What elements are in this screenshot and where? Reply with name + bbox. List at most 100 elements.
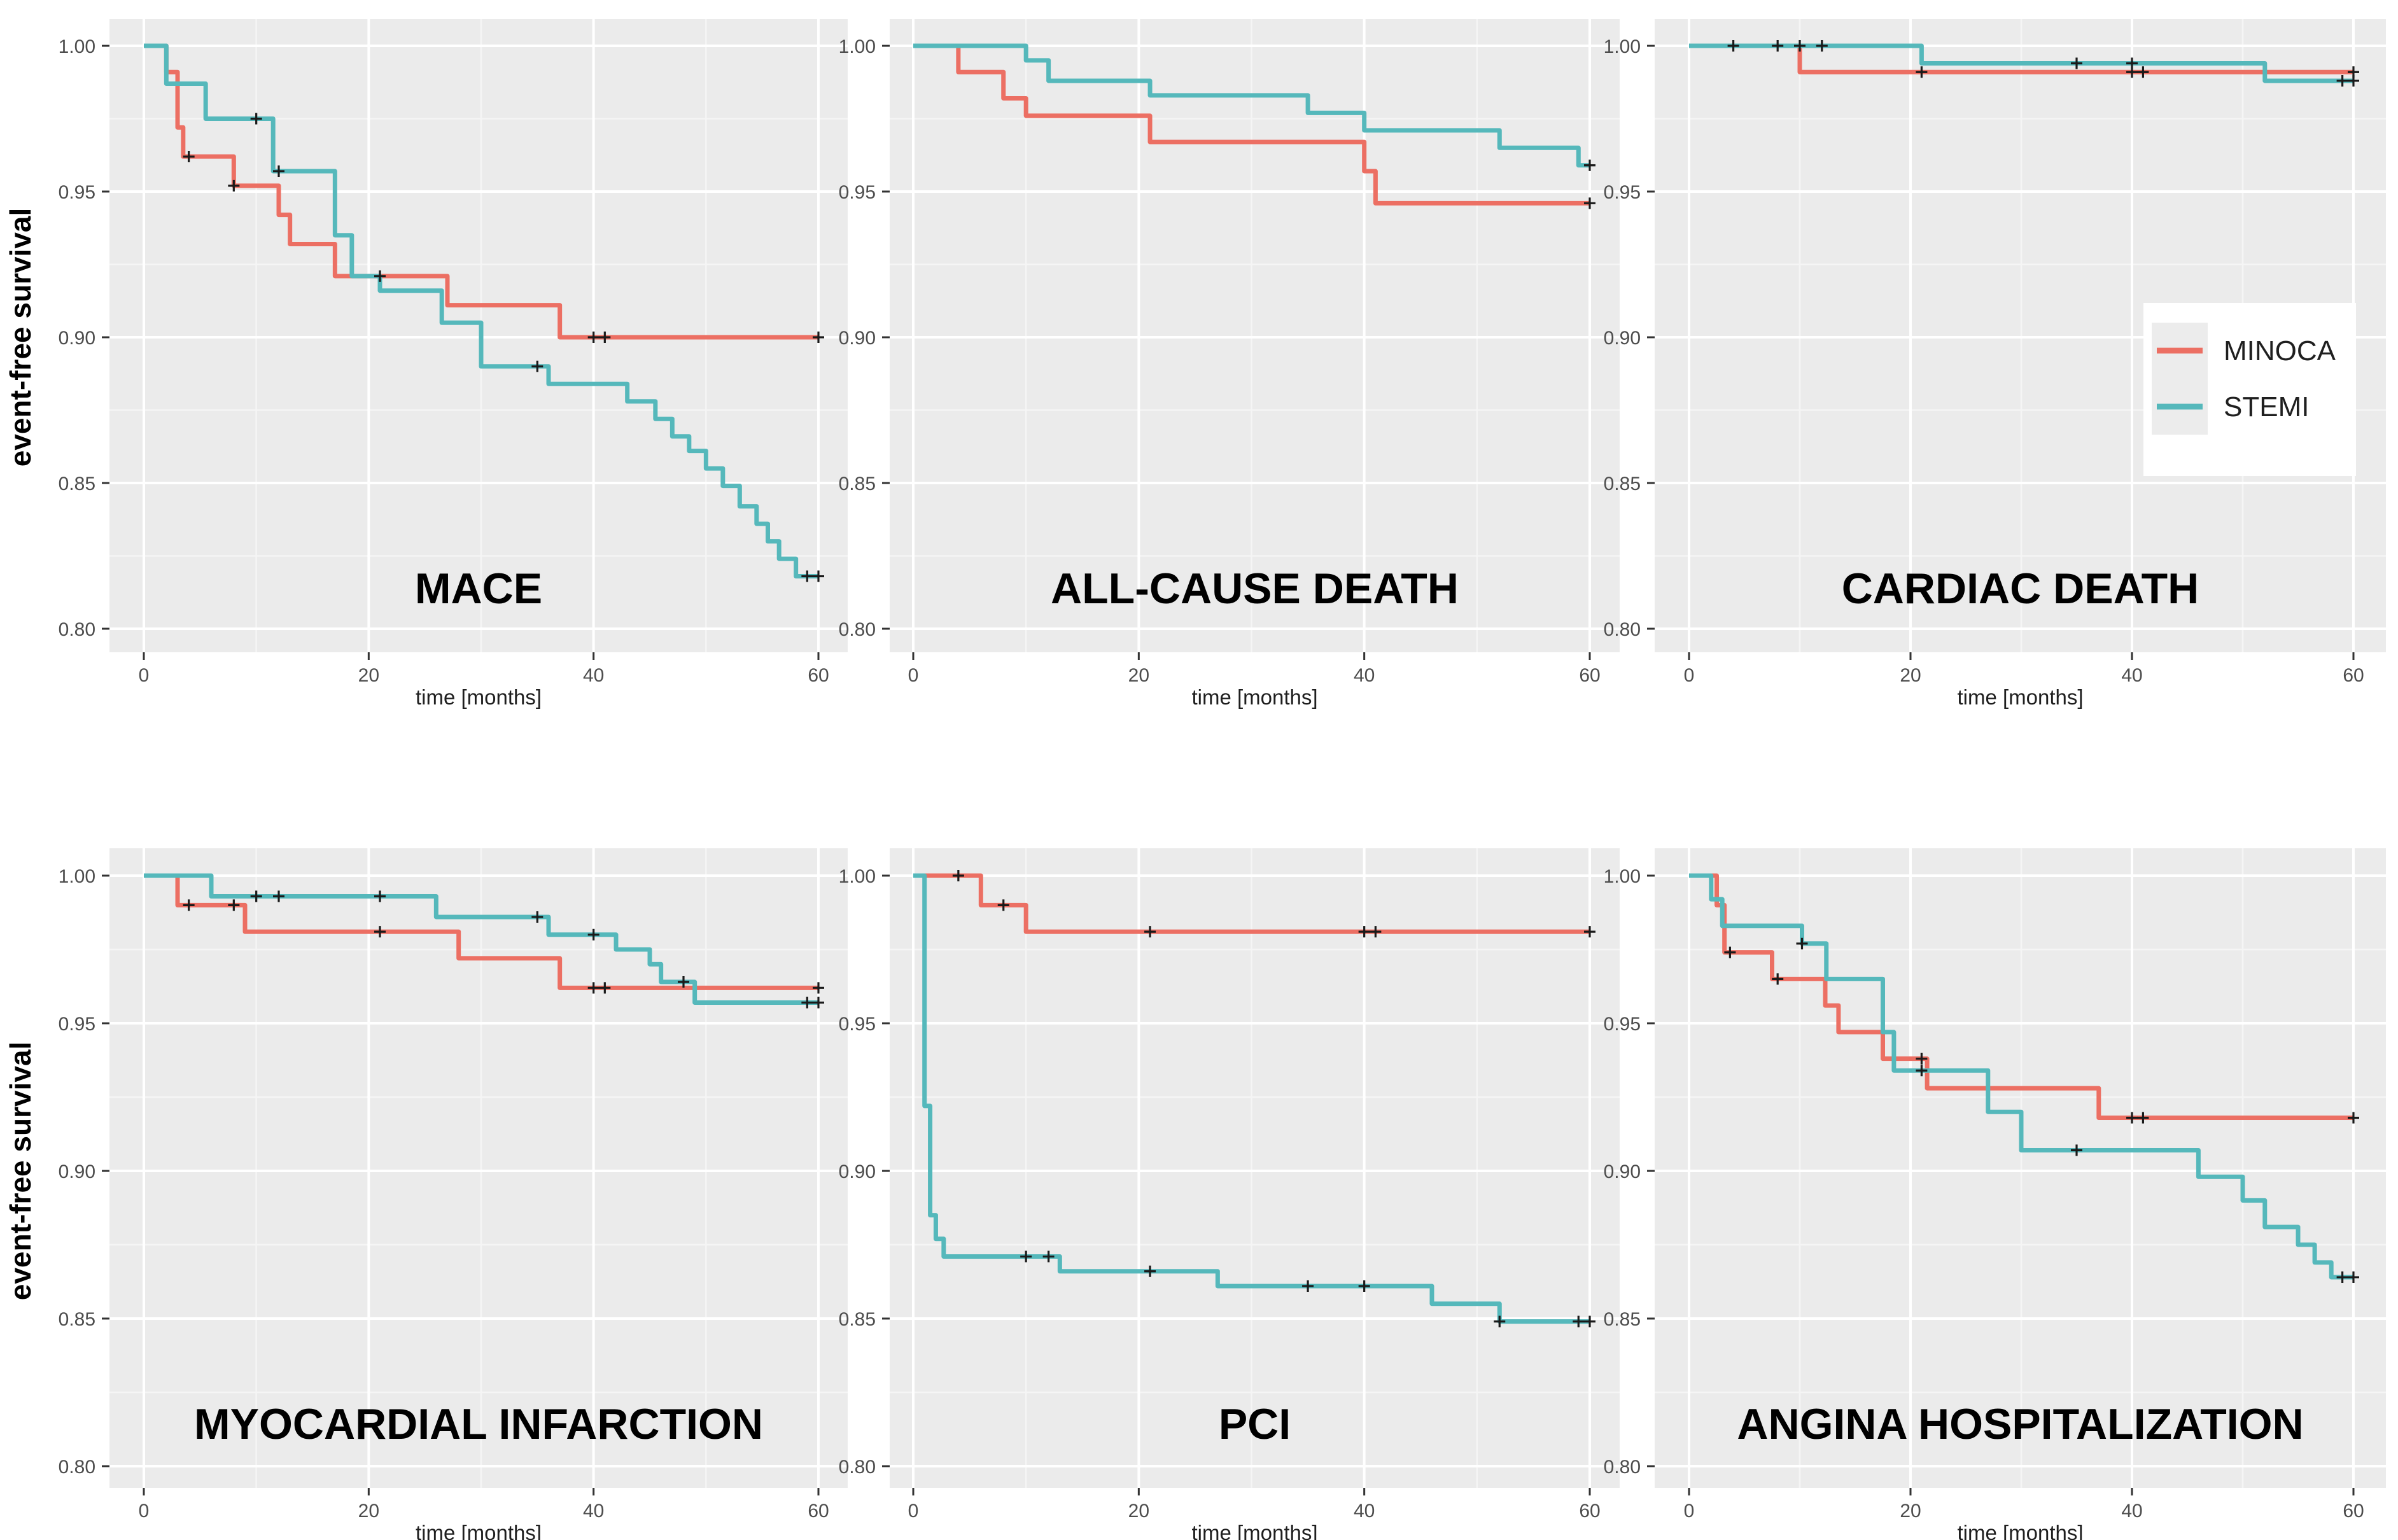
stemi-censor-marks bbox=[1584, 159, 1595, 171]
y-tick-label: 0.80 bbox=[1604, 1457, 1641, 1478]
panel-title: MYOCARDIAL INFARCTION bbox=[194, 1400, 763, 1448]
stemi-censor-marks bbox=[1796, 937, 2359, 1284]
x-axis-ticks: 0 20 40 60 bbox=[1684, 652, 2364, 686]
x-tick-label: 0 bbox=[908, 1501, 919, 1522]
y-tick-label: 0.85 bbox=[59, 1309, 95, 1330]
y-tick-label: 0.80 bbox=[1604, 619, 1641, 640]
y-tick-label: 0.95 bbox=[1604, 182, 1641, 203]
y-tick-label: 1.00 bbox=[59, 36, 95, 57]
minoca-censor-marks bbox=[952, 870, 1595, 938]
y-tick-label: 0.95 bbox=[1604, 1014, 1641, 1035]
plot-panel-background bbox=[890, 19, 1620, 652]
y-tick-label: 0.80 bbox=[59, 1457, 95, 1478]
plot-panel-background bbox=[890, 848, 1620, 1488]
stemi-survival-curve bbox=[913, 43, 1590, 168]
x-tick-label: 40 bbox=[583, 665, 604, 686]
x-axis-title: time [months] bbox=[416, 685, 542, 709]
x-axis-ticks: 0 20 40 60 bbox=[908, 652, 1601, 686]
x-tick-label: 20 bbox=[1128, 665, 1149, 686]
stemi-survival-curve bbox=[1689, 43, 2353, 83]
panel-mace: 1.00 0.95 0.90 0.85 0.80 0 20 40 60 time [months]… bbox=[4, 19, 848, 709]
x-tick-label: 60 bbox=[2343, 665, 2364, 686]
y-tick-label: 1.00 bbox=[1604, 36, 1641, 57]
x-axis-ticks: 0 20 40 60 bbox=[1684, 1488, 2364, 1522]
y-tick-label: 0.85 bbox=[839, 1309, 876, 1330]
minor-gridlines bbox=[109, 848, 848, 1488]
y-tick-label: 0.80 bbox=[839, 1457, 876, 1478]
stemi-censor-marks bbox=[1727, 40, 2359, 87]
y-tick-label: 0.85 bbox=[1604, 1309, 1641, 1330]
stemi-survival-curve bbox=[144, 43, 818, 579]
x-axis-ticks: 0 20 40 60 bbox=[139, 1488, 829, 1522]
y-axis-ticks: 1.00 0.95 0.90 0.85 0.80 bbox=[59, 866, 109, 1478]
stemi-censor-marks bbox=[250, 113, 824, 582]
x-tick-label: 20 bbox=[1128, 1501, 1149, 1522]
legend: MINOCA STEMI bbox=[2143, 303, 2356, 476]
y-tick-label: 1.00 bbox=[839, 36, 876, 57]
x-tick-label: 60 bbox=[2343, 1501, 2364, 1522]
x-tick-label: 60 bbox=[1579, 1501, 1600, 1522]
panel-all-cause-death: 1.00 0.95 0.90 0.85 0.80 0 20 40 60 time [months]… bbox=[839, 19, 1620, 709]
x-axis-title: time [months] bbox=[1957, 685, 2083, 709]
x-axis-ticks: 0 20 40 60 bbox=[139, 652, 829, 686]
y-tick-label: 0.85 bbox=[839, 473, 876, 494]
plot-panel-background bbox=[1655, 848, 2386, 1488]
x-axis-title: time [months] bbox=[416, 1521, 542, 1540]
x-tick-label: 20 bbox=[358, 665, 379, 686]
y-axis-ticks: 1.00 0.95 0.90 0.85 0.80 bbox=[1604, 866, 1655, 1478]
panel-pci: 1.00 0.95 0.90 0.85 0.80 0 20 40 60 time [months]… bbox=[839, 848, 1620, 1540]
minoca-survival-curve bbox=[144, 873, 818, 990]
y-tick-label: 0.85 bbox=[59, 473, 95, 494]
y-tick-label: 0.95 bbox=[59, 1014, 95, 1035]
y-tick-label: 0.90 bbox=[1604, 328, 1641, 349]
x-axis-ticks: 0 20 40 60 bbox=[908, 1488, 1601, 1522]
minor-gridlines bbox=[1655, 848, 2386, 1488]
panel-title: CARDIAC DEATH bbox=[1842, 564, 2199, 613]
y-tick-label: 0.95 bbox=[59, 182, 95, 203]
x-tick-label: 40 bbox=[1354, 665, 1375, 686]
x-tick-label: 40 bbox=[1354, 1501, 1375, 1522]
y-tick-label: 0.90 bbox=[839, 1161, 876, 1182]
x-tick-label: 20 bbox=[358, 1501, 379, 1522]
minoca-censor-marks bbox=[1584, 197, 1595, 209]
minoca-censor-marks bbox=[183, 899, 824, 994]
x-tick-label: 60 bbox=[1579, 665, 1600, 686]
stemi-survival-curve bbox=[913, 873, 1590, 1324]
major-gridlines bbox=[1655, 848, 2386, 1488]
plot-panel-background bbox=[109, 848, 848, 1488]
x-tick-label: 60 bbox=[808, 1501, 829, 1522]
x-tick-label: 40 bbox=[2121, 1501, 2142, 1522]
y-axis-ticks: 1.00 0.95 0.90 0.85 0.80 bbox=[1604, 36, 1655, 640]
minor-gridlines bbox=[890, 848, 1620, 1488]
y-tick-label: 0.80 bbox=[839, 619, 876, 640]
x-tick-label: 20 bbox=[1900, 1501, 1921, 1522]
x-axis-title: time [months] bbox=[1191, 685, 1317, 709]
panel-cardiac-death: 1.00 0.95 0.90 0.85 0.80 0 20 40 60 time [months]… bbox=[1604, 19, 2386, 709]
x-tick-label: 40 bbox=[583, 1501, 604, 1522]
legend-label-stemi: STEMI bbox=[2224, 391, 2309, 423]
x-tick-label: 0 bbox=[139, 665, 150, 686]
panel-angina-hospitalization: 1.00 0.95 0.90 0.85 0.80 0 20 40 60 time [months]… bbox=[1604, 848, 2386, 1540]
panel-title: PCI bbox=[1219, 1400, 1291, 1448]
panel-title: ALL-CAUSE DEATH bbox=[1051, 564, 1459, 613]
panel-myocardial-infarction: 1.00 0.95 0.90 0.85 0.80 0 20 40 60 time [months]… bbox=[4, 848, 848, 1540]
y-axis-title: event-free survival bbox=[4, 208, 37, 467]
legend-label-minoca: MINOCA bbox=[2224, 335, 2336, 367]
minor-gridlines bbox=[890, 19, 1620, 652]
minoca-censor-marks bbox=[183, 151, 824, 343]
x-axis-title: time [months] bbox=[1191, 1521, 1317, 1540]
y-tick-label: 0.80 bbox=[59, 619, 95, 640]
minoca-survival-curve bbox=[144, 43, 818, 340]
y-tick-label: 0.95 bbox=[839, 1014, 876, 1035]
y-tick-label: 1.00 bbox=[839, 866, 876, 887]
y-tick-label: 0.90 bbox=[1604, 1161, 1641, 1182]
x-tick-label: 0 bbox=[1684, 665, 1695, 686]
x-axis-title: time [months] bbox=[1957, 1521, 2083, 1540]
y-tick-label: 0.95 bbox=[839, 182, 876, 203]
y-tick-label: 0.90 bbox=[59, 1161, 95, 1182]
x-tick-label: 20 bbox=[1900, 665, 1921, 686]
y-tick-label: 0.90 bbox=[839, 328, 876, 349]
x-tick-label: 0 bbox=[908, 665, 919, 686]
